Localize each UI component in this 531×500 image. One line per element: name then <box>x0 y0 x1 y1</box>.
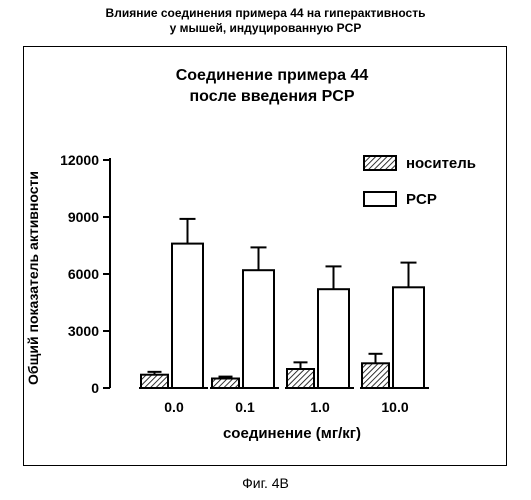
x-tick-label: 0.0 <box>164 399 184 415</box>
x-axis-title: соединение (мг/кг) <box>223 425 361 442</box>
bar-vehicle <box>141 375 168 388</box>
legend-label-pcp: PCP <box>406 191 437 208</box>
y-tick-label: 0 <box>91 380 99 396</box>
chart-title-line-2: после введения PCP <box>189 88 354 105</box>
x-tick-label: 0.1 <box>235 399 255 415</box>
legend-swatch-vehicle <box>364 156 396 170</box>
bar-pcp <box>318 289 349 388</box>
y-axis-title: Общий показатель активности <box>25 171 41 385</box>
bar-chart: Соединение примера 44 после введения PCP 0… <box>0 0 531 470</box>
bar-vehicle <box>212 379 239 389</box>
chart-title-line-1: Соединение примера 44 <box>176 67 369 84</box>
figure-caption: Фиг. 4B <box>0 475 531 491</box>
x-tick-label: 10.0 <box>381 399 408 415</box>
bar-pcp <box>172 244 203 388</box>
bar-vehicle <box>362 363 389 388</box>
bar-pcp <box>243 270 274 388</box>
legend-swatch-pcp <box>364 192 396 206</box>
y-tick-label: 3000 <box>68 323 99 339</box>
y-tick-label: 12000 <box>60 152 99 168</box>
y-tick-label: 9000 <box>68 209 99 225</box>
y-tick-label: 6000 <box>68 266 99 282</box>
x-tick-label: 1.0 <box>310 399 330 415</box>
bar-pcp <box>393 287 424 388</box>
bar-vehicle <box>287 369 314 388</box>
legend-label-vehicle: носитель <box>406 155 476 172</box>
